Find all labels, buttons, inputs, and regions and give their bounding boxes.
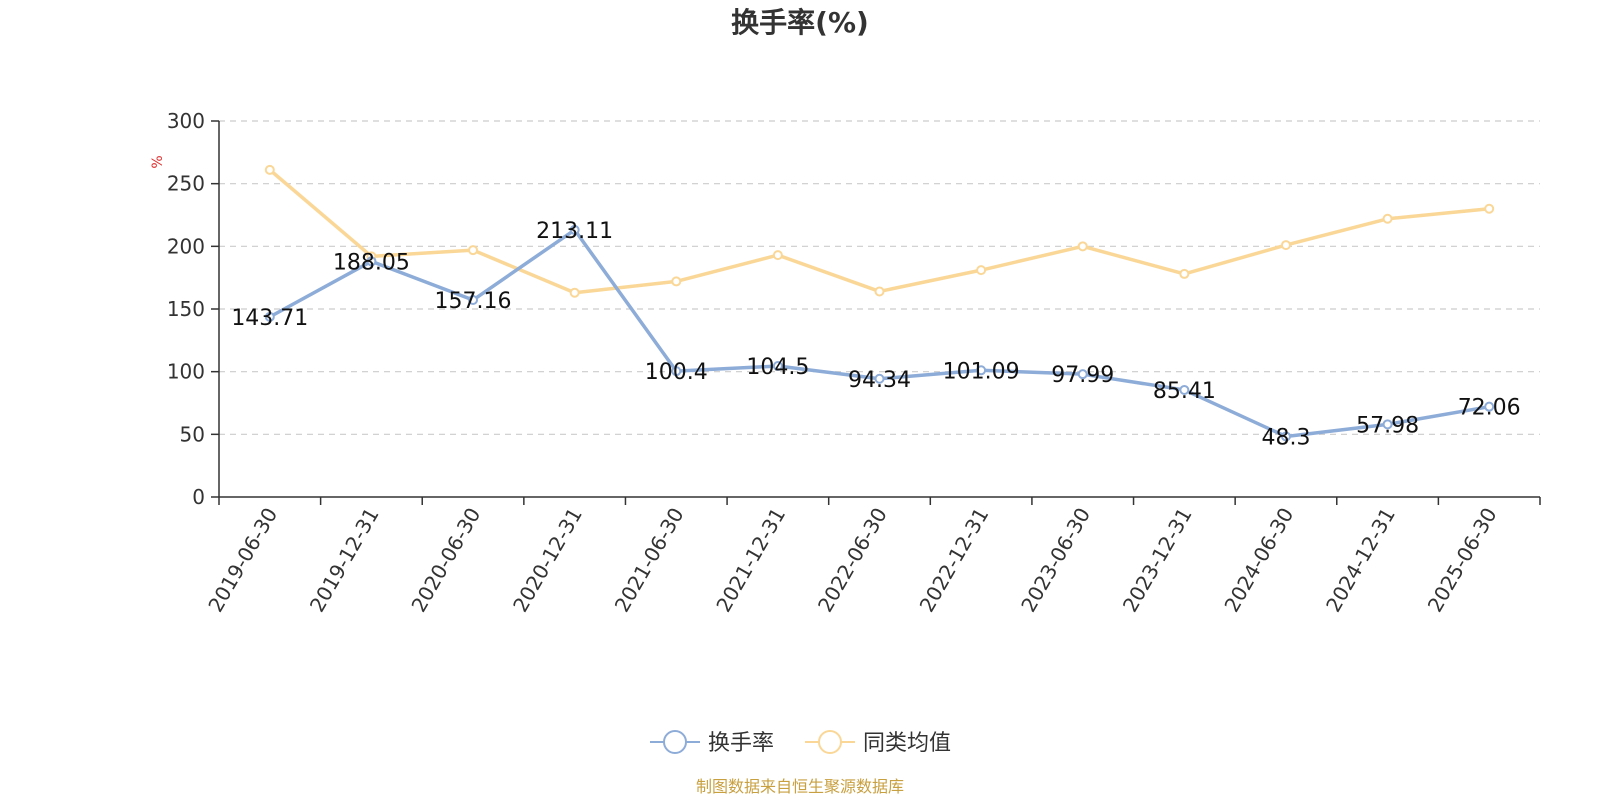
data-point — [264, 311, 275, 322]
x-tick-label: 2023-06-30 — [1016, 504, 1095, 617]
data-point — [671, 276, 682, 287]
legend: 换手率 同类均值 — [650, 730, 951, 756]
x-tick-label: 2020-06-30 — [406, 504, 485, 617]
legend-item-turnover[interactable]: 换手率 — [650, 730, 774, 756]
axes: 0 50 100 150 200 250 300 2019-06-30 2019-12-31 20… — [167, 109, 1541, 617]
series-lines — [264, 164, 1495, 442]
data-point — [976, 365, 987, 376]
data-point — [1484, 203, 1495, 214]
data-label: 94.34 — [848, 368, 911, 393]
data-label: 85.41 — [1153, 379, 1216, 404]
data-point — [1382, 419, 1393, 430]
y-tick-label: 100 — [167, 360, 205, 384]
data-label: 48.3 — [1261, 425, 1310, 450]
grid-lines — [219, 120, 1540, 435]
data-point — [569, 224, 580, 235]
data-point — [468, 295, 479, 306]
data-label: 188.05 — [333, 250, 410, 275]
y-tick-label: 50 — [180, 422, 205, 446]
data-point — [1179, 384, 1190, 395]
data-label: 100.4 — [645, 360, 708, 385]
x-tick-label: 2025-06-30 — [1423, 504, 1502, 617]
data-point — [1077, 369, 1088, 380]
legend-marker — [663, 730, 687, 754]
data-label: 57.98 — [1356, 413, 1419, 438]
legend-label: 同类均值 — [863, 731, 951, 756]
data-label: 213.11 — [536, 219, 613, 244]
series-line-peer-average — [268, 168, 1490, 295]
chart-title: 换手率(%) — [731, 6, 869, 39]
x-tick-label: 2023-12-31 — [1118, 504, 1197, 617]
data-point — [569, 287, 580, 298]
data-label: 101.09 — [943, 359, 1020, 384]
data-point — [1077, 241, 1088, 252]
y-tick-label: 200 — [167, 234, 205, 258]
data-point — [976, 265, 987, 276]
x-tick-label: 2019-06-30 — [203, 504, 282, 617]
y-tick-label: 250 — [167, 172, 205, 196]
data-label: 143.71 — [231, 306, 308, 331]
data-point — [1484, 401, 1495, 412]
x-tick-label: 2022-06-30 — [813, 504, 892, 617]
data-label: 157.16 — [435, 289, 512, 314]
legend-marker — [818, 730, 842, 754]
data-point — [772, 361, 783, 372]
legend-item-peer-average[interactable]: 同类均值 — [805, 730, 951, 756]
data-point — [772, 250, 783, 261]
data-point — [1280, 431, 1291, 442]
series-line-turnover — [268, 228, 1490, 439]
x-tick-label: 2019-12-31 — [305, 504, 384, 617]
x-tick-label: 2021-06-30 — [610, 504, 689, 617]
x-tick-label: 2024-06-30 — [1219, 504, 1298, 617]
data-point — [468, 245, 479, 256]
y-tick-label: 0 — [192, 485, 205, 509]
data-point — [1280, 240, 1291, 251]
data-label: 97.99 — [1051, 363, 1114, 388]
y-tick-label: 150 — [167, 297, 205, 321]
data-point — [874, 373, 885, 384]
source-note: 制图数据来自恒生聚源数据库 — [696, 777, 904, 796]
data-point — [366, 256, 377, 267]
data-label: 72.06 — [1458, 396, 1521, 421]
x-tick-label: 2022-12-31 — [915, 504, 994, 617]
data-labels: 143.71 188.05 157.16 213.11 100.4 104.5 94.34 1… — [231, 219, 1520, 451]
data-point — [264, 164, 275, 175]
y-axis-unit: % — [150, 155, 166, 168]
data-point — [1179, 268, 1190, 279]
data-point — [1382, 213, 1393, 224]
x-tick-label: 2021-12-31 — [711, 504, 790, 617]
y-tick-label: 300 — [167, 109, 205, 133]
x-tick-label: 2024-12-31 — [1321, 504, 1400, 617]
data-label: 104.5 — [746, 355, 809, 380]
x-tick-label: 2020-12-31 — [508, 504, 587, 617]
data-point — [874, 286, 885, 297]
data-point — [671, 366, 682, 377]
legend-label: 换手率 — [708, 731, 774, 756]
